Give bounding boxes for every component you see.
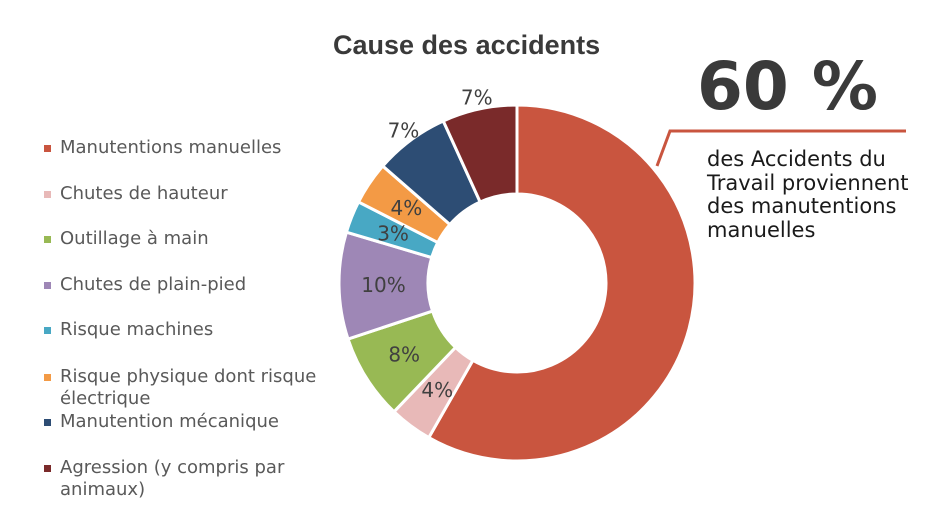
- legend-item-manutentions-manuelles: Manutentions manuelles: [44, 137, 374, 159]
- legend-item-chutes-de-plain-pied: Chutes de plain-pied: [44, 274, 374, 296]
- slice-label-manutention-mecanique: 7%: [388, 119, 420, 143]
- legend-swatch: [44, 374, 51, 381]
- legend-swatch: [44, 282, 51, 289]
- legend-swatch: [44, 465, 51, 472]
- slice-label-agression-y-compris-par-animaux: 7%: [461, 85, 493, 109]
- legend-item-manutention-mecanique: Manutention mécanique: [44, 411, 374, 433]
- legend-item-risque-physique: Risque physique dont risque électrique: [44, 366, 374, 410]
- legend-label: Agression (y compris par animaux): [60, 457, 285, 500]
- slice-label-chutes-de-plain-pied: 10%: [361, 273, 405, 297]
- legend-swatch: [44, 236, 51, 243]
- legend-label: Chutes de hauteur: [60, 183, 228, 204]
- chart-title: Cause des accidents: [333, 30, 601, 60]
- callout-line: [655, 129, 906, 167]
- legend-item-chutes-de-hauteur: Chutes de hauteur: [44, 183, 374, 205]
- donut-slice-labels: 4%8%10%3%4%7%7%: [361, 85, 492, 402]
- legend-swatch: [44, 419, 51, 426]
- slice-label-risque-machines: 3%: [377, 221, 409, 245]
- legend-label: Chutes de plain-pied: [60, 274, 247, 295]
- slice-label-risque-physique-dont-risque-electrique: 4%: [391, 196, 423, 220]
- slice-agression-y-compris-par-animaux: [441, 103, 519, 204]
- legend-label: Risque physique dont risque électrique: [60, 366, 317, 409]
- legend-label: Manutention mécanique: [60, 411, 279, 432]
- slice-manutentions-manuelles: [426, 103, 697, 463]
- callout-percentage: 60 %: [697, 48, 878, 125]
- legend-label: Manutentions manuelles: [60, 137, 282, 158]
- legend-swatch: [44, 191, 51, 198]
- legend-label: Risque machines: [60, 319, 214, 340]
- legend-label: Outillage à main: [60, 228, 209, 249]
- legend-swatch: [44, 327, 51, 334]
- callout-text: des Accidents du Travail proviennent des…: [707, 147, 909, 242]
- slice-label-chutes-de-hauteur: 4%: [421, 378, 453, 402]
- legend-item-outillage-a-main: Outillage à main: [44, 228, 374, 250]
- slice-label-outillage-a-main: 8%: [388, 342, 420, 366]
- legend-item-agression: Agression (y compris par animaux): [44, 457, 374, 501]
- legend-swatch: [44, 145, 51, 152]
- legend-item-risque-machines: Risque machines: [44, 319, 374, 341]
- donut-slices: [337, 103, 697, 463]
